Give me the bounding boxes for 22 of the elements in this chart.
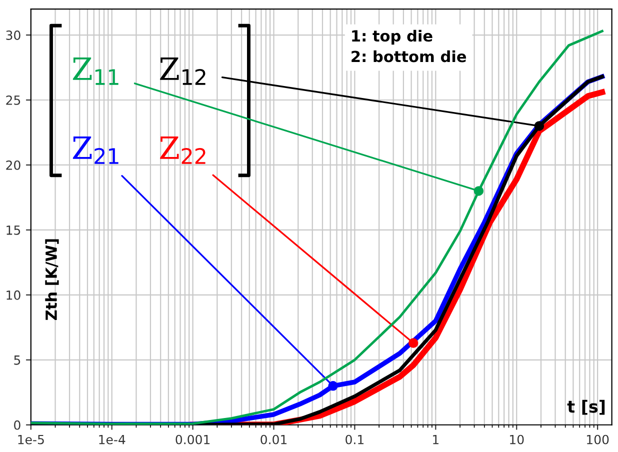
x-tick-label: 1 [433, 434, 438, 444]
y-tick-label: 30 [6, 30, 20, 40]
x-tick-label: 0.001 [176, 434, 210, 444]
x-tick-label: 100 [587, 434, 609, 444]
y-tick-label: 20 [6, 160, 20, 170]
y-tick-label: 0 [14, 420, 20, 430]
x-tick-label: 1e-4 [99, 434, 126, 444]
annotation: Z$_{12}$ [160, 58, 206, 85]
x-axis-title: t [s] [567, 400, 605, 415]
x-tick-label: 0.01 [260, 434, 287, 444]
y-axis-title: Zth [K/W] [45, 239, 59, 320]
annotation: 1: top die 2: bottom die [352, 30, 466, 62]
annotation: Z$_{21}$ [72, 136, 118, 164]
y-tick-label: 25 [6, 95, 20, 105]
annotation: Z$_{22}$ [160, 136, 206, 164]
x-tick-label: 1e-5 [18, 434, 44, 444]
x-tick-label: 0.1 [346, 434, 364, 444]
y-tick-label: 10 [6, 290, 20, 300]
x-tick-label: 10 [510, 434, 524, 444]
annotation: Z$_{11}$ [72, 58, 118, 85]
y-tick-label: 5 [14, 356, 20, 365]
y-tick-label: 15 [6, 226, 20, 235]
